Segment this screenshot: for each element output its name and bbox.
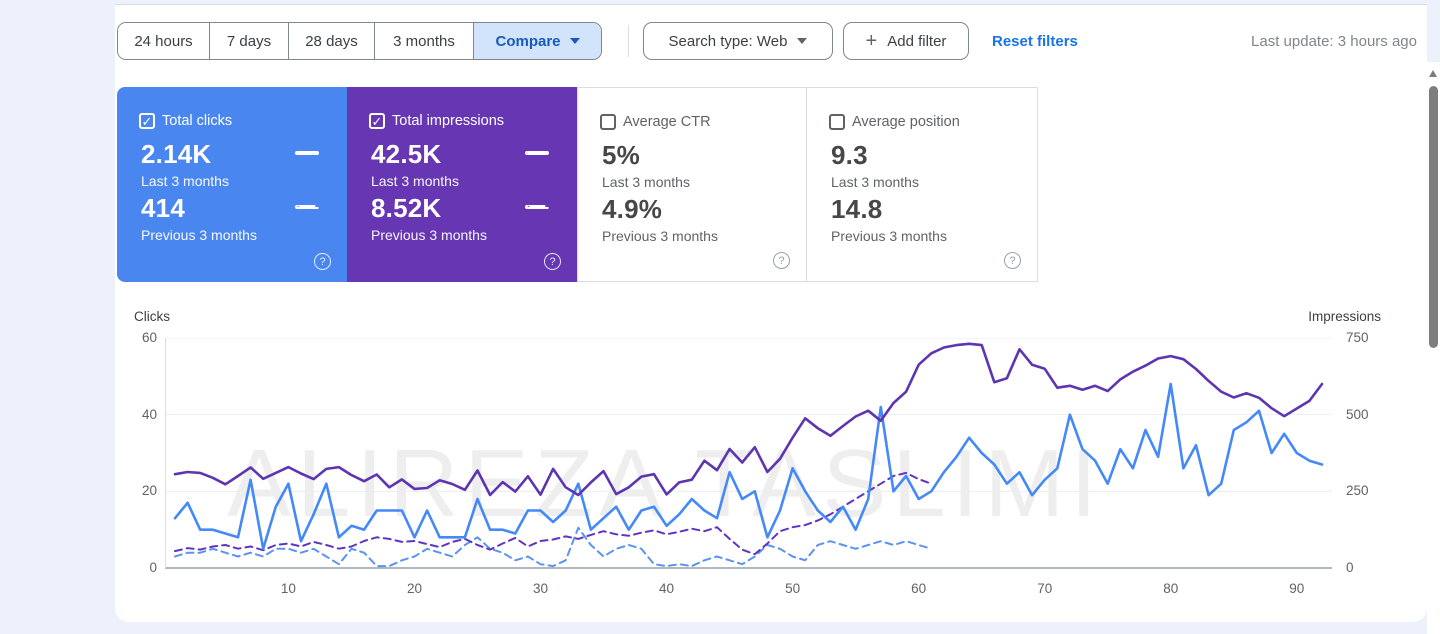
help-icon[interactable]: ?: [1004, 252, 1021, 269]
scroll-up-arrow-icon[interactable]: [1429, 70, 1437, 77]
axis-tick-label: 60: [141, 330, 157, 345]
chevron-down-icon: [569, 38, 580, 44]
last-update-text: Last update: 3 hours ago: [1251, 32, 1417, 50]
plus-icon: +: [865, 30, 878, 52]
solid-line-legend-icon: [295, 151, 319, 155]
date-range-28-days[interactable]: 28 days: [289, 23, 375, 59]
date-range-group: 24 hours 7 days 28 days 3 months Compare: [117, 22, 602, 60]
impressions-last-caption: Last 3 months: [371, 173, 459, 189]
axis-tick-label: 40: [659, 581, 675, 596]
axis-tick-label: 500: [1346, 406, 1369, 422]
add-filter-button[interactable]: + Add filter: [843, 22, 969, 60]
position-previous-caption: Previous 3 months: [831, 228, 947, 244]
ctr-last-caption: Last 3 months: [602, 174, 690, 190]
total-clicks-card[interactable]: ✓ Total clicks 2.14K Last 3 months 414 P…: [117, 87, 347, 282]
left-axis-title: Clicks: [134, 309, 170, 324]
scrollbar-thumb[interactable]: [1429, 86, 1438, 348]
solid-line-legend-icon: [525, 151, 549, 155]
axis-tick-label: 30: [533, 581, 549, 596]
help-icon[interactable]: ?: [773, 252, 790, 269]
date-range-24-hours[interactable]: 24 hours: [118, 23, 210, 59]
clicks-previous-caption: Previous 3 months: [141, 227, 257, 243]
help-icon[interactable]: ?: [314, 253, 331, 270]
ctr-previous-caption: Previous 3 months: [602, 228, 718, 244]
ctr-last-value: 5%: [602, 140, 640, 170]
total-clicks-checkbox[interactable]: ✓: [139, 113, 155, 129]
series-total-impressions-last-3-months: [173, 342, 1324, 497]
card-label: Average CTR: [623, 114, 711, 130]
axis-tick-label: 250: [1346, 483, 1369, 499]
ctr-previous-value: 4.9%: [602, 194, 663, 224]
axis-tick-label: 60: [911, 581, 927, 596]
series-total-impressions-previous-3-months: [174, 471, 933, 556]
dashed-line-legend-icon: [525, 205, 549, 209]
add-filter-label: Add filter: [887, 32, 947, 50]
axis-tick-label: 20: [141, 483, 157, 499]
total-impressions-checkbox[interactable]: ✓: [369, 113, 385, 129]
impressions-previous-caption: Previous 3 months: [371, 227, 487, 243]
impressions-previous-value: 8.52K: [371, 193, 442, 223]
right-axis-title: Impressions: [1308, 309, 1381, 324]
help-icon[interactable]: ?: [544, 253, 561, 270]
axis-tick-label: 90: [1289, 581, 1305, 596]
card-label: Total impressions: [392, 113, 505, 129]
filter-toolbar: 24 hours 7 days 28 days 3 months Compare…: [115, 5, 1427, 67]
axis-tick-label: 10: [280, 581, 296, 596]
reset-filters-link[interactable]: Reset filters: [992, 32, 1078, 50]
axis-tick-label: 80: [1163, 581, 1179, 596]
average-position-card[interactable]: Average position 9.3 Last 3 months 14.8 …: [807, 87, 1038, 282]
series-total-clicks-previous-3-months: [174, 526, 933, 568]
clicks-last-caption: Last 3 months: [141, 173, 229, 189]
compare-label: Compare: [495, 32, 561, 50]
clicks-last-value: 2.14K: [141, 139, 212, 169]
average-position-checkbox[interactable]: [829, 114, 845, 130]
performance-chart: Clicks Impressions ALIREZA TASLIMI 0 20 40…: [115, 301, 1427, 623]
impressions-last-value: 42.5K: [371, 139, 442, 169]
toolbar-divider: [628, 25, 629, 57]
average-ctr-card[interactable]: Average CTR 5% Last 3 months 4.9% Previo…: [577, 87, 807, 282]
position-last-value: 9.3: [831, 140, 868, 170]
position-last-caption: Last 3 months: [831, 174, 919, 190]
axis-tick-label: 40: [141, 406, 157, 422]
search-type-label: Search type: Web: [668, 32, 788, 50]
position-previous-value: 14.8: [831, 194, 883, 224]
compare-dropdown[interactable]: Compare: [474, 23, 601, 59]
axis-tick-label: 750: [1346, 330, 1369, 345]
card-label: Average position: [852, 114, 960, 130]
series-total-clicks-last-3-months: [173, 382, 1324, 551]
axis-tick-label: 20: [406, 581, 422, 596]
search-type-dropdown[interactable]: Search type: Web: [643, 22, 833, 60]
chevron-down-icon: [797, 38, 808, 44]
date-range-7-days[interactable]: 7 days: [210, 23, 289, 59]
axis-tick-label: 0: [149, 560, 157, 575]
vertical-scrollbar[interactable]: [1427, 62, 1440, 634]
dashed-line-legend-icon: [295, 205, 319, 209]
card-label: Total clicks: [162, 113, 233, 129]
date-range-3-months[interactable]: 3 months: [375, 23, 474, 59]
chart-plot: [165, 338, 1332, 569]
axis-tick-label: 70: [1037, 581, 1053, 596]
average-ctr-checkbox[interactable]: [600, 114, 616, 130]
total-impressions-card[interactable]: ✓ Total impressions 42.5K Last 3 months …: [347, 87, 577, 282]
axis-tick-label: 50: [785, 581, 801, 596]
clicks-previous-value: 414: [141, 193, 185, 223]
performance-panel: 24 hours 7 days 28 days 3 months Compare…: [115, 4, 1427, 622]
axis-tick-label: 0: [1346, 560, 1354, 575]
